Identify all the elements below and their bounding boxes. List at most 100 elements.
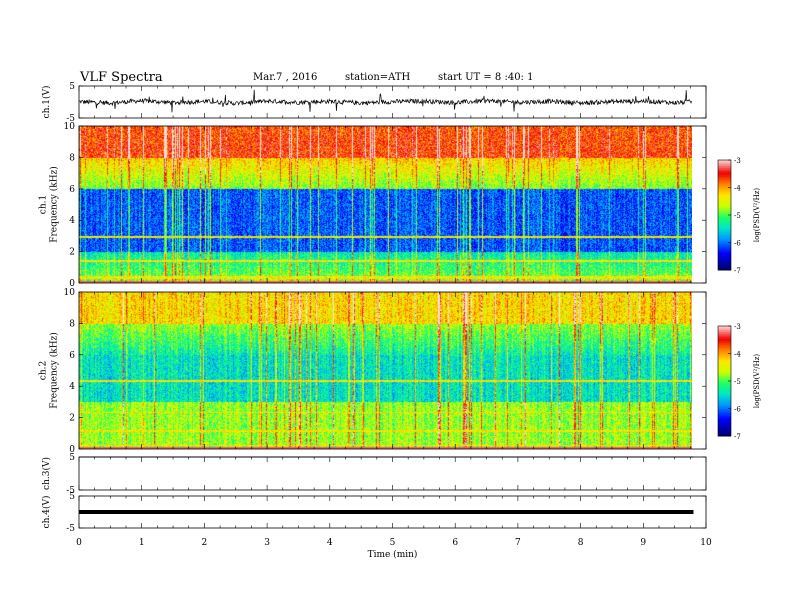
ch1-colorbar-segment — [718, 216, 731, 220]
ch1-colorbar-segment — [718, 207, 731, 210]
ch1-colorbar-segment — [718, 169, 731, 172]
ch2-colorbar-label-group: log(PSD(V²/Hz) — [753, 354, 761, 409]
ch1-spectrogram-ylabel-line: ch.1 — [39, 195, 49, 214]
figure-title: VLF Spectra — [80, 70, 163, 85]
ch1-ytick-label: -5 — [66, 114, 75, 124]
ch1-colorbar-segment — [718, 204, 731, 207]
ch2-colorbar-segment — [718, 370, 731, 373]
ch2-colorbar-segment — [718, 415, 731, 419]
ch1-colorbar-segment — [718, 167, 731, 170]
ch3-waveform-ylabel-line: ch.3(V) — [41, 457, 52, 490]
ch3-waveform-ylabel: ch.3(V) — [41, 457, 52, 490]
ch2-freq-tick-label: 8 — [69, 319, 75, 329]
ch2-colorbar-tick-label: -7 — [734, 433, 741, 441]
ch2-colorbar-segment — [718, 412, 731, 415]
ch1-colorbar-segment — [718, 268, 731, 271]
ch1-colorbar-segment — [718, 226, 731, 229]
ch2-colorbar-segment — [718, 360, 731, 364]
ch1-colorbar-segment — [718, 222, 731, 225]
ch2-colorbar-segment — [718, 399, 731, 402]
ch1-freq-tick-label: 4 — [69, 216, 75, 226]
x-tick-label: 10 — [700, 538, 712, 548]
ch1-colorbar-segment — [718, 264, 731, 267]
ch2-colorbar-segment — [718, 384, 731, 387]
ch2-colorbar-label: log(PSD(V²/Hz) — [753, 354, 761, 409]
ch1-colorbar-segment — [718, 202, 731, 205]
ch2-colorbar-segment — [718, 401, 731, 404]
ch2-colorbar-segment — [718, 382, 731, 386]
x-tick-label: 7 — [515, 538, 521, 548]
ch2-colorbar-segment — [718, 344, 731, 347]
ch2-colorbar-segment — [718, 359, 731, 362]
ch1-colorbar-segment — [718, 235, 731, 238]
ch2-colorbar-segment — [718, 357, 731, 360]
ch2-colorbar-tick-label: -5 — [734, 378, 741, 386]
ch2-colorbar-segment — [718, 373, 731, 376]
ch1-colorbar-segment — [718, 231, 731, 234]
ch2-spectrogram-ylabel-line: ch.2 — [39, 361, 49, 380]
ch2-colorbar-segment — [718, 338, 731, 342]
ch1-colorbar-segment — [718, 174, 731, 177]
ch1-colorbar-segment — [718, 255, 731, 258]
ch1-colorbar-segment — [718, 183, 731, 187]
ch1-colorbar-segment — [718, 215, 731, 218]
ch3-ytick-label: -5 — [66, 486, 75, 496]
ch2-colorbar-segment — [718, 406, 731, 409]
ch1-colorbar-segment — [718, 182, 731, 185]
ch1-colorbar-segment — [718, 189, 731, 192]
ch1-freq-tick-label: 6 — [69, 185, 75, 195]
ch2-colorbar-segment — [718, 368, 731, 371]
ch1-freq-tick-label: 0 — [69, 279, 75, 289]
ch2-colorbar-segment — [718, 390, 731, 393]
ch2-colorbar-segment — [718, 377, 731, 380]
ch2-colorbar-segment — [718, 331, 731, 334]
ch2-colorbar-segment — [718, 337, 731, 340]
ch1-colorbar-segment — [718, 227, 731, 231]
x-tick-label: 5 — [390, 538, 396, 548]
ch4-waveform-ylabel: ch.4(V) — [41, 496, 52, 529]
ch1-colorbar-segment — [718, 198, 731, 201]
ch1-colorbar-segment — [718, 249, 731, 253]
ch2-colorbar-segment — [718, 335, 731, 338]
ch2-colorbar-segment — [718, 326, 731, 329]
ch1-colorbar-tick-label: -3 — [734, 157, 741, 165]
x-tick-label: 2 — [202, 538, 208, 548]
ch2-colorbar-segment — [718, 426, 731, 430]
ch1-colorbar-segment — [718, 196, 731, 199]
x-tick-label: 1 — [139, 538, 145, 548]
ch1-colorbar-segment — [718, 193, 731, 196]
ch2-colorbar-segment — [718, 393, 731, 397]
ch2-colorbar-segment — [718, 333, 731, 336]
ch2-colorbar-segment — [718, 353, 731, 356]
ch2-colorbar-segment — [718, 397, 731, 400]
ch2-colorbar-segment — [718, 423, 731, 426]
ch1-colorbar-segment — [718, 172, 731, 176]
ch2-colorbar-segment — [718, 432, 731, 435]
ch4-ytick-label: -5 — [66, 524, 75, 534]
ch1-colorbar-segment — [718, 224, 731, 227]
ch1-colorbar-segment — [718, 178, 731, 181]
ch3-ytick-label: 5 — [69, 453, 75, 463]
ch2-colorbar-segment — [718, 395, 731, 398]
ch1-colorbar-tick-label: -7 — [734, 267, 741, 275]
ch2-colorbar-segment — [718, 417, 731, 420]
ch1-spectrogram-ylabel-line: Frequency (kHz) — [49, 166, 60, 243]
ch2-spectrogram-ylabel: ch.2 Frequency (kHz) — [39, 332, 60, 409]
x-tick-label: 3 — [264, 538, 270, 548]
ch2-colorbar-segment — [718, 329, 731, 332]
ch2-colorbar-segment — [718, 421, 731, 424]
ch1-colorbar-segment — [718, 213, 731, 216]
ch2-colorbar-segment — [718, 388, 731, 391]
ch1-colorbar-segment — [718, 163, 731, 166]
ch2-colorbar-segment — [718, 362, 731, 365]
ch2-freq-tick-label: 0 — [69, 445, 75, 455]
x-tick-label: 0 — [76, 538, 82, 548]
x-tick-label: 4 — [327, 538, 333, 548]
ch2-colorbar-segment — [718, 348, 731, 351]
ch1-colorbar-segment — [718, 251, 731, 254]
ch2-colorbar-segment — [718, 386, 731, 389]
ch1-colorbar-segment — [718, 257, 731, 260]
x-tick-label: 8 — [578, 538, 584, 548]
ch1-colorbar-segment — [718, 248, 731, 251]
